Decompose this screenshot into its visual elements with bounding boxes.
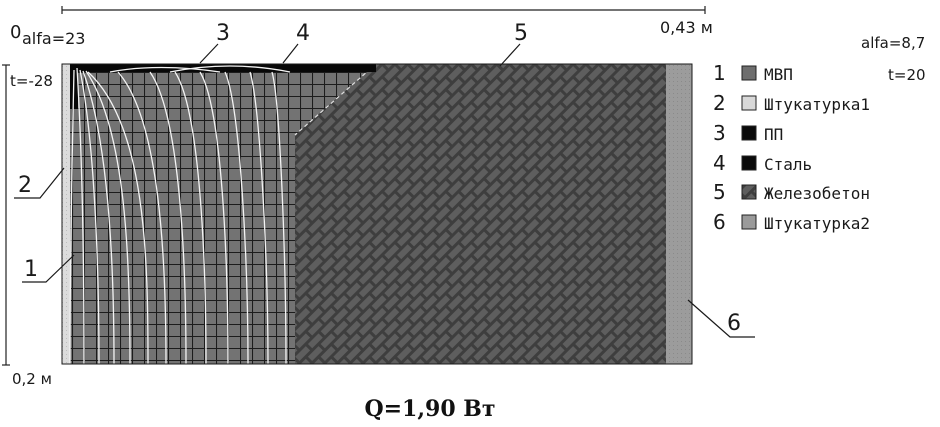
legend-num: 3 [713, 121, 726, 145]
legend-num: 2 [713, 91, 726, 115]
legend-item-plaster1: 2 Штукатурка1 [713, 91, 870, 115]
left-t-label: t=-28 [10, 72, 53, 90]
legend: 1 МВП 2 Штукатурка1 3 ПП 4 Сталь 5 Желез… [713, 61, 870, 234]
callout-2: 2 [18, 173, 32, 198]
legend-swatch [741, 125, 757, 141]
legend-item-mvp: 1 МВП [713, 61, 793, 85]
right-alfa-label: alfa=8,7 [861, 34, 925, 52]
heat-flux-caption: Q=1,90 Вт [364, 396, 495, 422]
dimension-lines [2, 6, 706, 366]
legend-swatch [741, 184, 757, 200]
legend-label: Сталь [764, 155, 812, 174]
legend-num: 4 [713, 151, 726, 175]
callout-leaders [14, 43, 755, 338]
legend-item-plaster2: 6 Штукатурка2 [713, 210, 870, 234]
pp-layer [70, 64, 376, 72]
legend-num: 6 [713, 210, 726, 234]
legend-num: 1 [713, 61, 726, 85]
callout-5: 5 [514, 21, 528, 46]
legend-label: МВП [764, 65, 793, 84]
legend-num: 5 [713, 180, 726, 204]
heat-flow-lines [69, 65, 291, 365]
left-alfa-label: alfa=23 [22, 29, 85, 48]
height-label: 0,2 м [12, 370, 52, 388]
right-t-label: t=20 [888, 66, 926, 84]
legend-swatch [741, 155, 757, 171]
legend-label: Штукатурка2 [764, 214, 870, 233]
callout-6: 6 [727, 311, 741, 336]
legend-label: ПП [764, 125, 783, 144]
plaster2-layer [666, 64, 692, 364]
legend-swatch [741, 214, 757, 230]
legend-item-pp: 3 ПП [713, 121, 783, 145]
callout-1: 1 [24, 257, 38, 282]
legend-item-steel: 4 Сталь [713, 151, 812, 175]
legend-swatch [741, 95, 757, 111]
width-label: 0,43 м [660, 18, 713, 37]
wall-section [61, 63, 693, 365]
legend-item-concrete: 5 Железобетон [713, 180, 870, 204]
plaster1-layer [62, 64, 70, 364]
legend-swatch [741, 65, 757, 81]
insulation-boundary-line [294, 63, 377, 136]
callout-4: 4 [296, 21, 310, 46]
section-outline [61, 63, 693, 365]
origin-label: 0 [10, 22, 21, 43]
legend-label: Штукатурка1 [764, 95, 870, 114]
callout-3: 3 [216, 21, 230, 46]
legend-label: Железобетон [764, 184, 870, 203]
